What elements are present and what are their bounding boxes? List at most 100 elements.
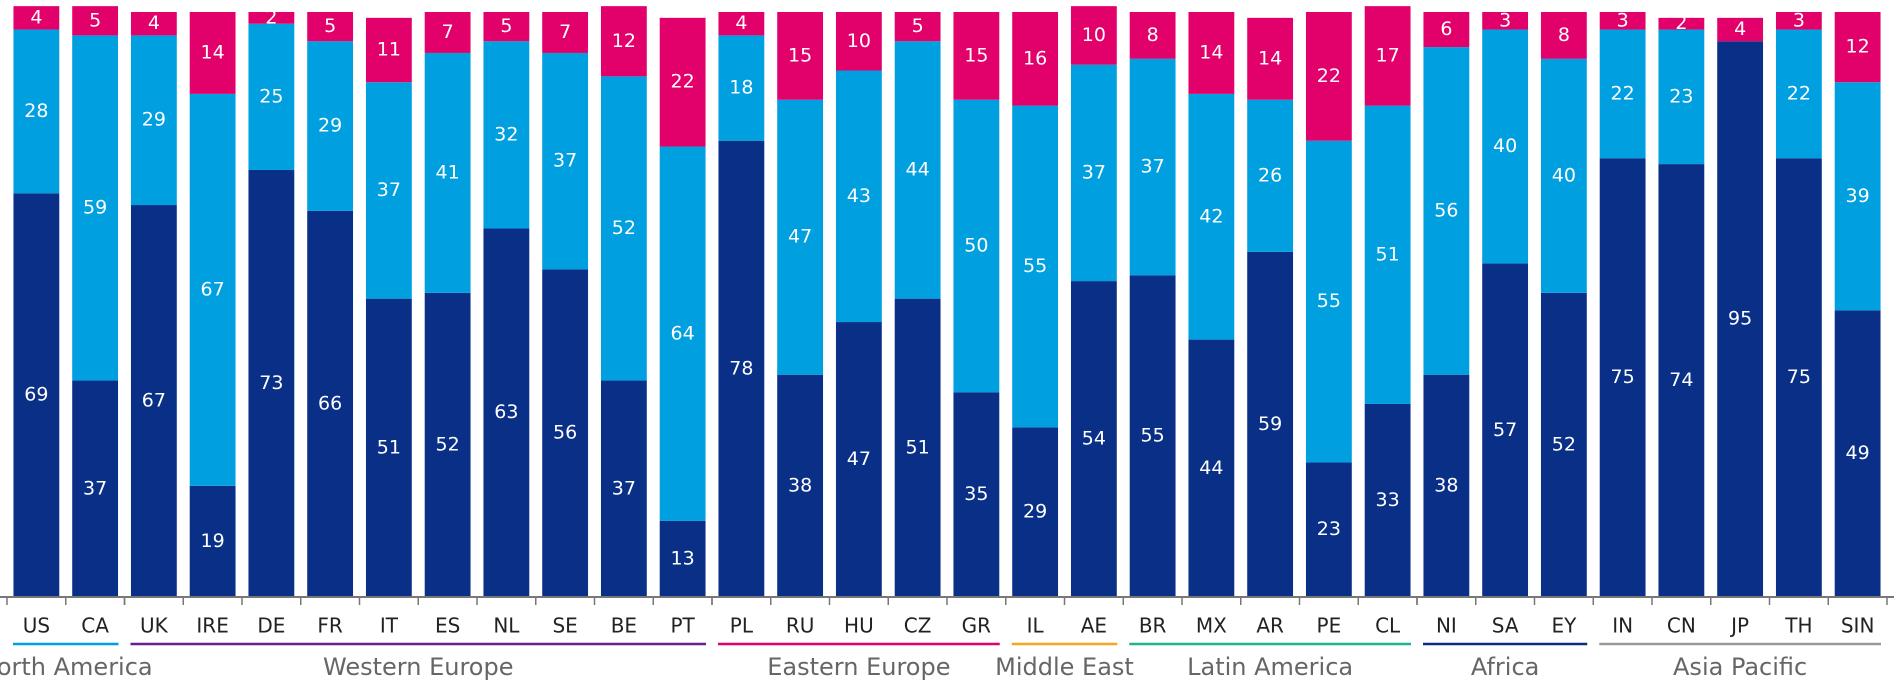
- data-label: 47: [847, 448, 871, 470]
- bar-segment: [248, 12, 295, 24]
- bar-segment: [248, 169, 295, 597]
- data-label: 54: [1082, 428, 1106, 450]
- group-label: Latin America: [1187, 653, 1353, 681]
- data-label: 55: [1317, 290, 1341, 312]
- data-label: 8: [1558, 24, 1570, 46]
- x-tick-label: NI: [1436, 614, 1457, 638]
- data-label: 5: [324, 15, 336, 37]
- bar-segment: [307, 210, 354, 597]
- data-label: 51: [1376, 243, 1400, 265]
- data-label: 12: [612, 30, 636, 52]
- bar-segment: [189, 93, 236, 486]
- bar-segment: [130, 35, 177, 206]
- bar-segment: [600, 380, 647, 597]
- data-label: 67: [201, 278, 225, 300]
- x-tick-label: PE: [1317, 614, 1342, 638]
- bar-segment: [1599, 158, 1646, 597]
- data-label: 22: [1787, 82, 1811, 104]
- data-label: 40: [1493, 135, 1517, 157]
- x-tick-label: FR: [317, 614, 343, 638]
- bar-segment: [483, 41, 530, 229]
- data-label: 11: [377, 39, 401, 61]
- data-label: 16: [1023, 47, 1047, 69]
- data-label: 33: [1376, 489, 1400, 511]
- x-tick-label: US: [23, 614, 50, 638]
- bar-segment: [1658, 164, 1705, 597]
- x-tick-label: EY: [1551, 614, 1577, 638]
- bar-segment: [1129, 12, 1176, 59]
- x-tick-label: AE: [1081, 614, 1107, 638]
- data-label: 52: [1552, 433, 1576, 455]
- bar-segment: [1775, 29, 1822, 159]
- bar-segment: [1482, 12, 1529, 30]
- data-label: 4: [148, 12, 160, 34]
- data-label: 29: [1023, 501, 1047, 523]
- data-label: 56: [553, 422, 577, 444]
- x-tick-label: PT: [670, 614, 695, 638]
- data-label: 2: [1675, 12, 1687, 34]
- data-label: 59: [83, 196, 107, 218]
- data-label: 37: [83, 477, 107, 499]
- x-tick-label: SIN: [1841, 614, 1875, 638]
- data-label: 10: [847, 30, 871, 52]
- bar-segment: [424, 12, 471, 53]
- data-label: 37: [1082, 161, 1106, 183]
- data-label: 2: [265, 6, 277, 28]
- data-label: 57: [1493, 419, 1517, 441]
- data-label: 37: [1141, 156, 1165, 178]
- data-label: 52: [612, 217, 636, 239]
- data-label: 7: [559, 21, 571, 43]
- data-label: 22: [1317, 65, 1341, 87]
- x-tick-label: UK: [140, 614, 169, 638]
- bar-segment: [718, 35, 765, 141]
- bar-segment: [953, 99, 1000, 393]
- bar-segment: [1717, 41, 1764, 597]
- data-label: 22: [1611, 82, 1635, 104]
- data-label: 66: [318, 392, 342, 414]
- data-label: 67: [142, 390, 166, 412]
- bar-segment: [130, 12, 177, 36]
- x-tick-label: AR: [1256, 614, 1284, 638]
- data-label: 50: [964, 235, 988, 257]
- x-tick-label: SE: [552, 614, 577, 638]
- data-label: 35: [964, 483, 988, 505]
- data-label: 51: [377, 436, 401, 458]
- bar-segment: [1070, 6, 1117, 65]
- x-tick-label: CA: [81, 614, 109, 638]
- data-label: 38: [1434, 474, 1458, 496]
- data-label: 15: [964, 44, 988, 66]
- data-label: 18: [729, 77, 753, 99]
- x-tick-label: IT: [380, 614, 399, 638]
- bar-segment: [659, 146, 706, 521]
- data-label: 49: [1846, 442, 1870, 464]
- data-label: 8: [1147, 24, 1159, 46]
- bar-segment: [835, 322, 882, 597]
- bar-segment: [13, 193, 60, 597]
- group-label: Eastern Europe: [767, 653, 950, 681]
- data-label: 40: [1552, 164, 1576, 186]
- bar-segment: [718, 12, 765, 36]
- data-label: 4: [30, 6, 42, 28]
- bar-segment: [365, 82, 412, 299]
- bar-segment: [1364, 105, 1411, 404]
- x-tick-label: NL: [493, 614, 520, 638]
- bar-segment: [600, 76, 647, 381]
- data-label: 19: [201, 530, 225, 552]
- bar-segment: [1540, 12, 1587, 59]
- bar-segment: [659, 17, 706, 147]
- bar-segment: [189, 485, 236, 597]
- data-label: 56: [1434, 199, 1458, 221]
- data-label: 37: [377, 179, 401, 201]
- data-label: 55: [1023, 255, 1047, 277]
- bar-segment: [424, 292, 471, 597]
- data-label: 69: [24, 384, 48, 406]
- data-label: 23: [1317, 518, 1341, 540]
- bar-segment: [835, 70, 882, 323]
- data-label: 42: [1199, 205, 1223, 227]
- bar-segment: [718, 140, 765, 597]
- bar-segment: [1423, 47, 1470, 375]
- bar-segment: [1188, 93, 1235, 340]
- data-label: 38: [788, 474, 812, 496]
- bar-segment: [1070, 281, 1117, 597]
